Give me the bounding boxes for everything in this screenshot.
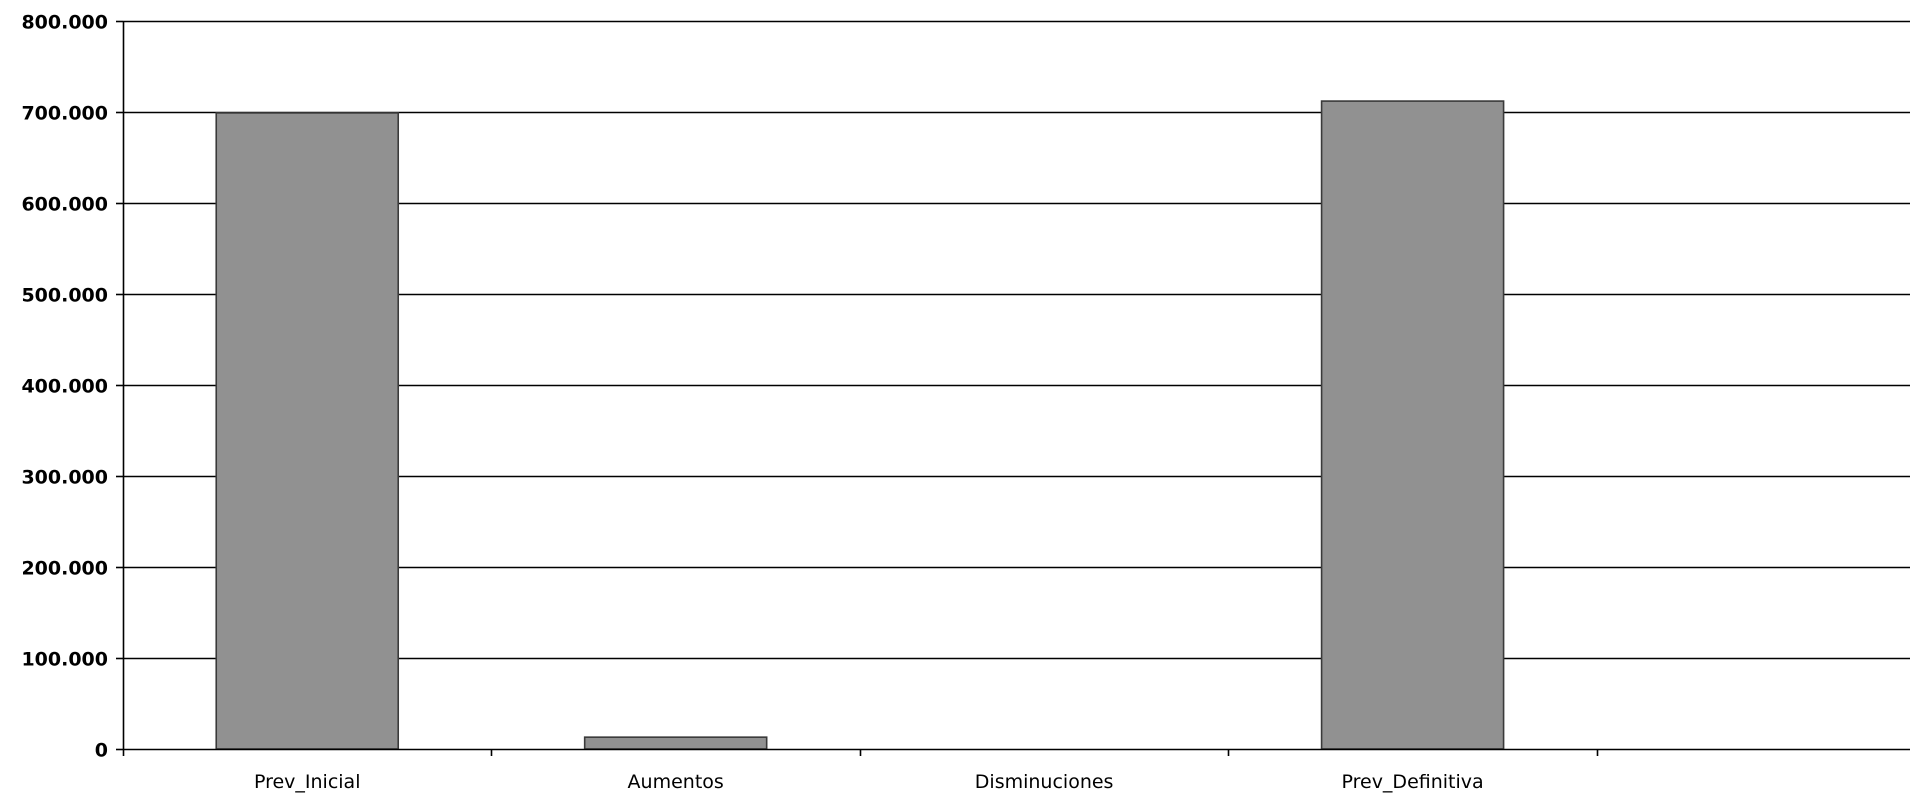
y-tick-label: 400.000: [21, 376, 108, 398]
bar-prev-inicial: [215, 112, 400, 750]
y-tick-label: 200.000: [21, 558, 108, 580]
bar-prev-definitiva: [1320, 100, 1505, 750]
x-tick-label: Disminuciones: [975, 771, 1114, 793]
x-tick-labels: Prev_Inicial Aumentos Disminuciones Prev_De…: [254, 771, 1484, 793]
x-tick-label: Prev_Inicial: [254, 771, 361, 793]
gridlines: [123, 20, 1910, 660]
y-tick-label: 700.000: [21, 103, 108, 125]
y-tick-label: 0: [95, 740, 108, 762]
y-tick-label: 100.000: [21, 649, 108, 671]
y-tick-label: 500.000: [21, 285, 108, 307]
y-tick-label: 300.000: [21, 467, 108, 489]
y-tick-label: 800.000: [21, 12, 108, 34]
x-tick-label: Prev_Definitiva: [1341, 771, 1483, 793]
bars: [215, 100, 1505, 750]
bar-aumentos: [583, 736, 768, 750]
x-tick-label: Aumentos: [628, 771, 724, 793]
y-tick-label: 600.000: [21, 194, 108, 216]
y-tick-labels: 0 100.000 200.000 300.000 400.000 500.000 600.…: [21, 12, 108, 762]
axes: [116, 20, 1910, 756]
